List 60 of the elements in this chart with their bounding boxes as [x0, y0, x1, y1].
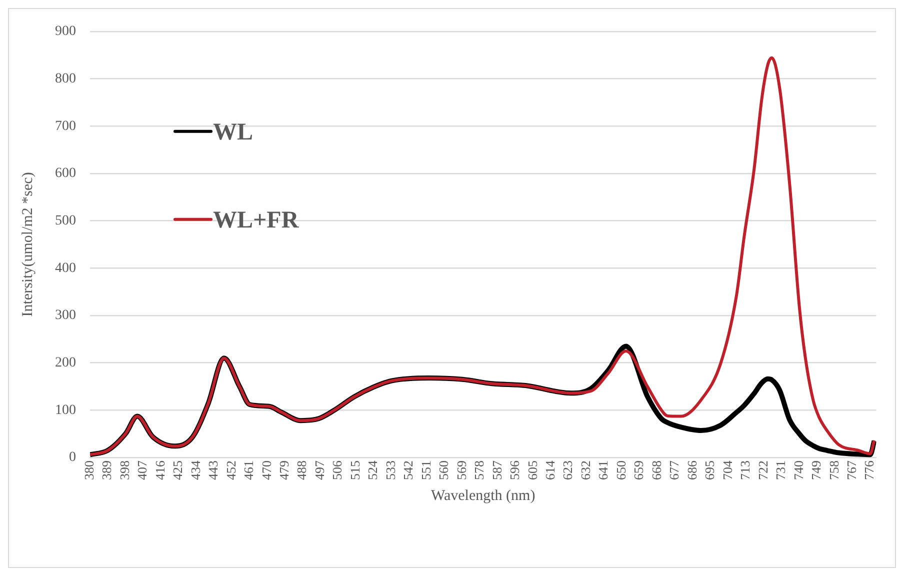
x-tick-label: 677 [666, 460, 682, 480]
y-tick-label: 500 [55, 213, 76, 228]
y-tick-label: 700 [55, 118, 76, 134]
x-tick-label: 524 [365, 460, 380, 480]
x-tick-label: 416 [152, 460, 168, 480]
x-tick-label: 587 [489, 460, 504, 480]
x-tick-label: 704 [720, 460, 735, 480]
x-tick-label: 668 [648, 460, 664, 480]
x-tick-label: 443 [206, 460, 221, 480]
x-tick-label: 749 [808, 460, 824, 480]
legend-label: WL+FR [213, 208, 300, 234]
x-tick-label: 398 [116, 460, 132, 480]
x-tick-label: 731 [773, 460, 788, 480]
x-tick-label: 470 [258, 460, 274, 480]
x-tick-label: 659 [631, 460, 646, 480]
y-tick-label: 0 [69, 450, 76, 466]
x-tick-label: 497 [312, 460, 327, 480]
x-tick-label: 740 [790, 460, 806, 480]
y-tick-label: 600 [55, 166, 76, 182]
x-tick-label: 542 [400, 460, 416, 480]
x-tick-label: 614 [542, 460, 558, 480]
legend-label: WL [213, 120, 254, 146]
x-tick-label: 389 [99, 460, 114, 480]
x-tick-label: 560 [436, 460, 452, 480]
x-tick-label: 596 [507, 460, 522, 480]
x-tick-label: 533 [382, 460, 398, 480]
x-tick-label: 479 [276, 460, 292, 480]
x-tick-label: 650 [613, 460, 628, 480]
x-tick-label: 767 [844, 460, 859, 480]
x-tick-label: 515 [347, 460, 362, 480]
x-tick-label: 551 [418, 460, 434, 480]
y-tick-label: 200 [55, 355, 76, 370]
y-axis-title: Intersity(umol/m2 *sec) [20, 172, 36, 317]
x-axis-title: Wavelength (nm) [431, 488, 536, 504]
x-tick-label: 695 [702, 460, 718, 480]
x-tick-label: 686 [684, 460, 700, 480]
x-tick-label: 641 [596, 460, 611, 480]
x-tick-label: 632 [578, 460, 593, 480]
x-tick-label: 434 [188, 460, 203, 480]
x-tick-label: 758 [826, 460, 842, 480]
x-tick-label: 461 [241, 460, 256, 480]
x-tick-label: 380 [81, 460, 96, 480]
x-tick-label: 623 [560, 460, 576, 480]
x-tick-label: 488 [294, 460, 310, 480]
y-tick-label: 900 [55, 24, 76, 40]
x-tick-label: 569 [454, 460, 469, 480]
y-tick-label: 300 [55, 308, 76, 324]
x-tick-label: 605 [524, 460, 540, 480]
line-series [90, 56, 876, 456]
y-tick-label: 400 [55, 260, 76, 276]
y-tick-label: 100 [55, 402, 76, 418]
x-tick-label: 452 [223, 460, 238, 480]
x-tick-label: 776 [862, 460, 877, 480]
x-tick-label: 425 [170, 460, 186, 480]
x-tick-label: 722 [755, 460, 770, 480]
y-tick-label: 800 [55, 71, 76, 86]
x-tick-label: 713 [738, 460, 753, 480]
x-tick-label: 578 [472, 460, 487, 480]
x-tick-label: 407 [134, 460, 150, 480]
x-tick-label: 506 [330, 460, 345, 480]
